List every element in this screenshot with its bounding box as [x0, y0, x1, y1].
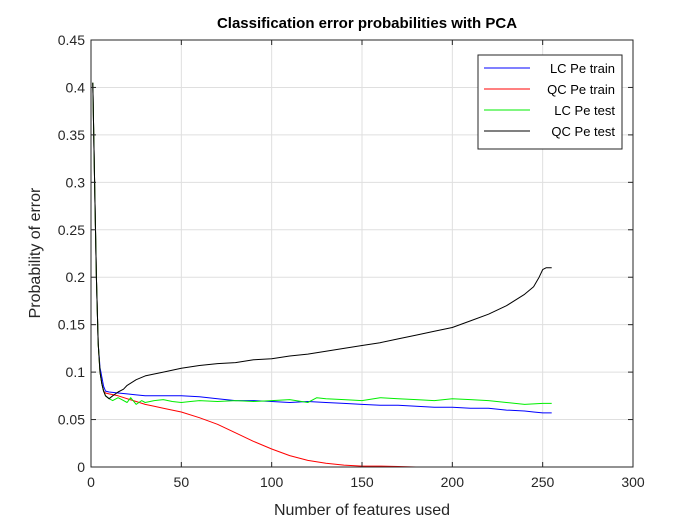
y-tick-label: 0: [77, 459, 85, 475]
y-tick-label: 0.45: [58, 32, 85, 48]
legend-entry-label: QC Pe test: [551, 124, 615, 139]
x-tick-label: 300: [621, 474, 645, 490]
x-axis-label: Number of features used: [274, 502, 450, 519]
y-tick-label: 0.05: [58, 412, 85, 428]
axis-ticks: 0 50 100 150 200 250 300 0 0.05 0.1 0.15 0.2 0.25 0.3…: [58, 32, 645, 490]
y-axis-label: Probability of error: [27, 187, 44, 318]
y-tick-label: 0.35: [58, 127, 85, 143]
series-lines: [92, 82, 552, 468]
series-line-qc-pe-test: [92, 82, 552, 400]
x-tick-label: 50: [174, 474, 190, 490]
legend-entry-label: QC Pe train: [547, 82, 615, 97]
y-tick-label: 0.15: [58, 317, 85, 333]
x-tick-label: 200: [441, 474, 465, 490]
x-tick-label: 100: [260, 474, 284, 490]
y-tick-label: 0.1: [66, 364, 86, 380]
legend-entry-label: LC Pe test: [554, 103, 615, 118]
legend-box: [477, 54, 623, 150]
x-tick-label: 250: [531, 474, 555, 490]
y-tick-label: 0.3: [66, 174, 86, 190]
x-tick-label: 150: [350, 474, 374, 490]
y-tick-label: 0.25: [58, 222, 85, 238]
x-tick-label: 0: [87, 474, 95, 490]
legend-entry-label: LC Pe train: [550, 61, 615, 76]
y-tick-label: 0.4: [66, 79, 86, 95]
legend: LC Pe train QC Pe train LC Pe test QC Pe te…: [477, 54, 623, 150]
y-tick-label: 0.2: [66, 269, 86, 285]
series-line-lc-pe-train: [92, 82, 552, 414]
chart-title: Classification error probabilities with …: [217, 15, 517, 32]
